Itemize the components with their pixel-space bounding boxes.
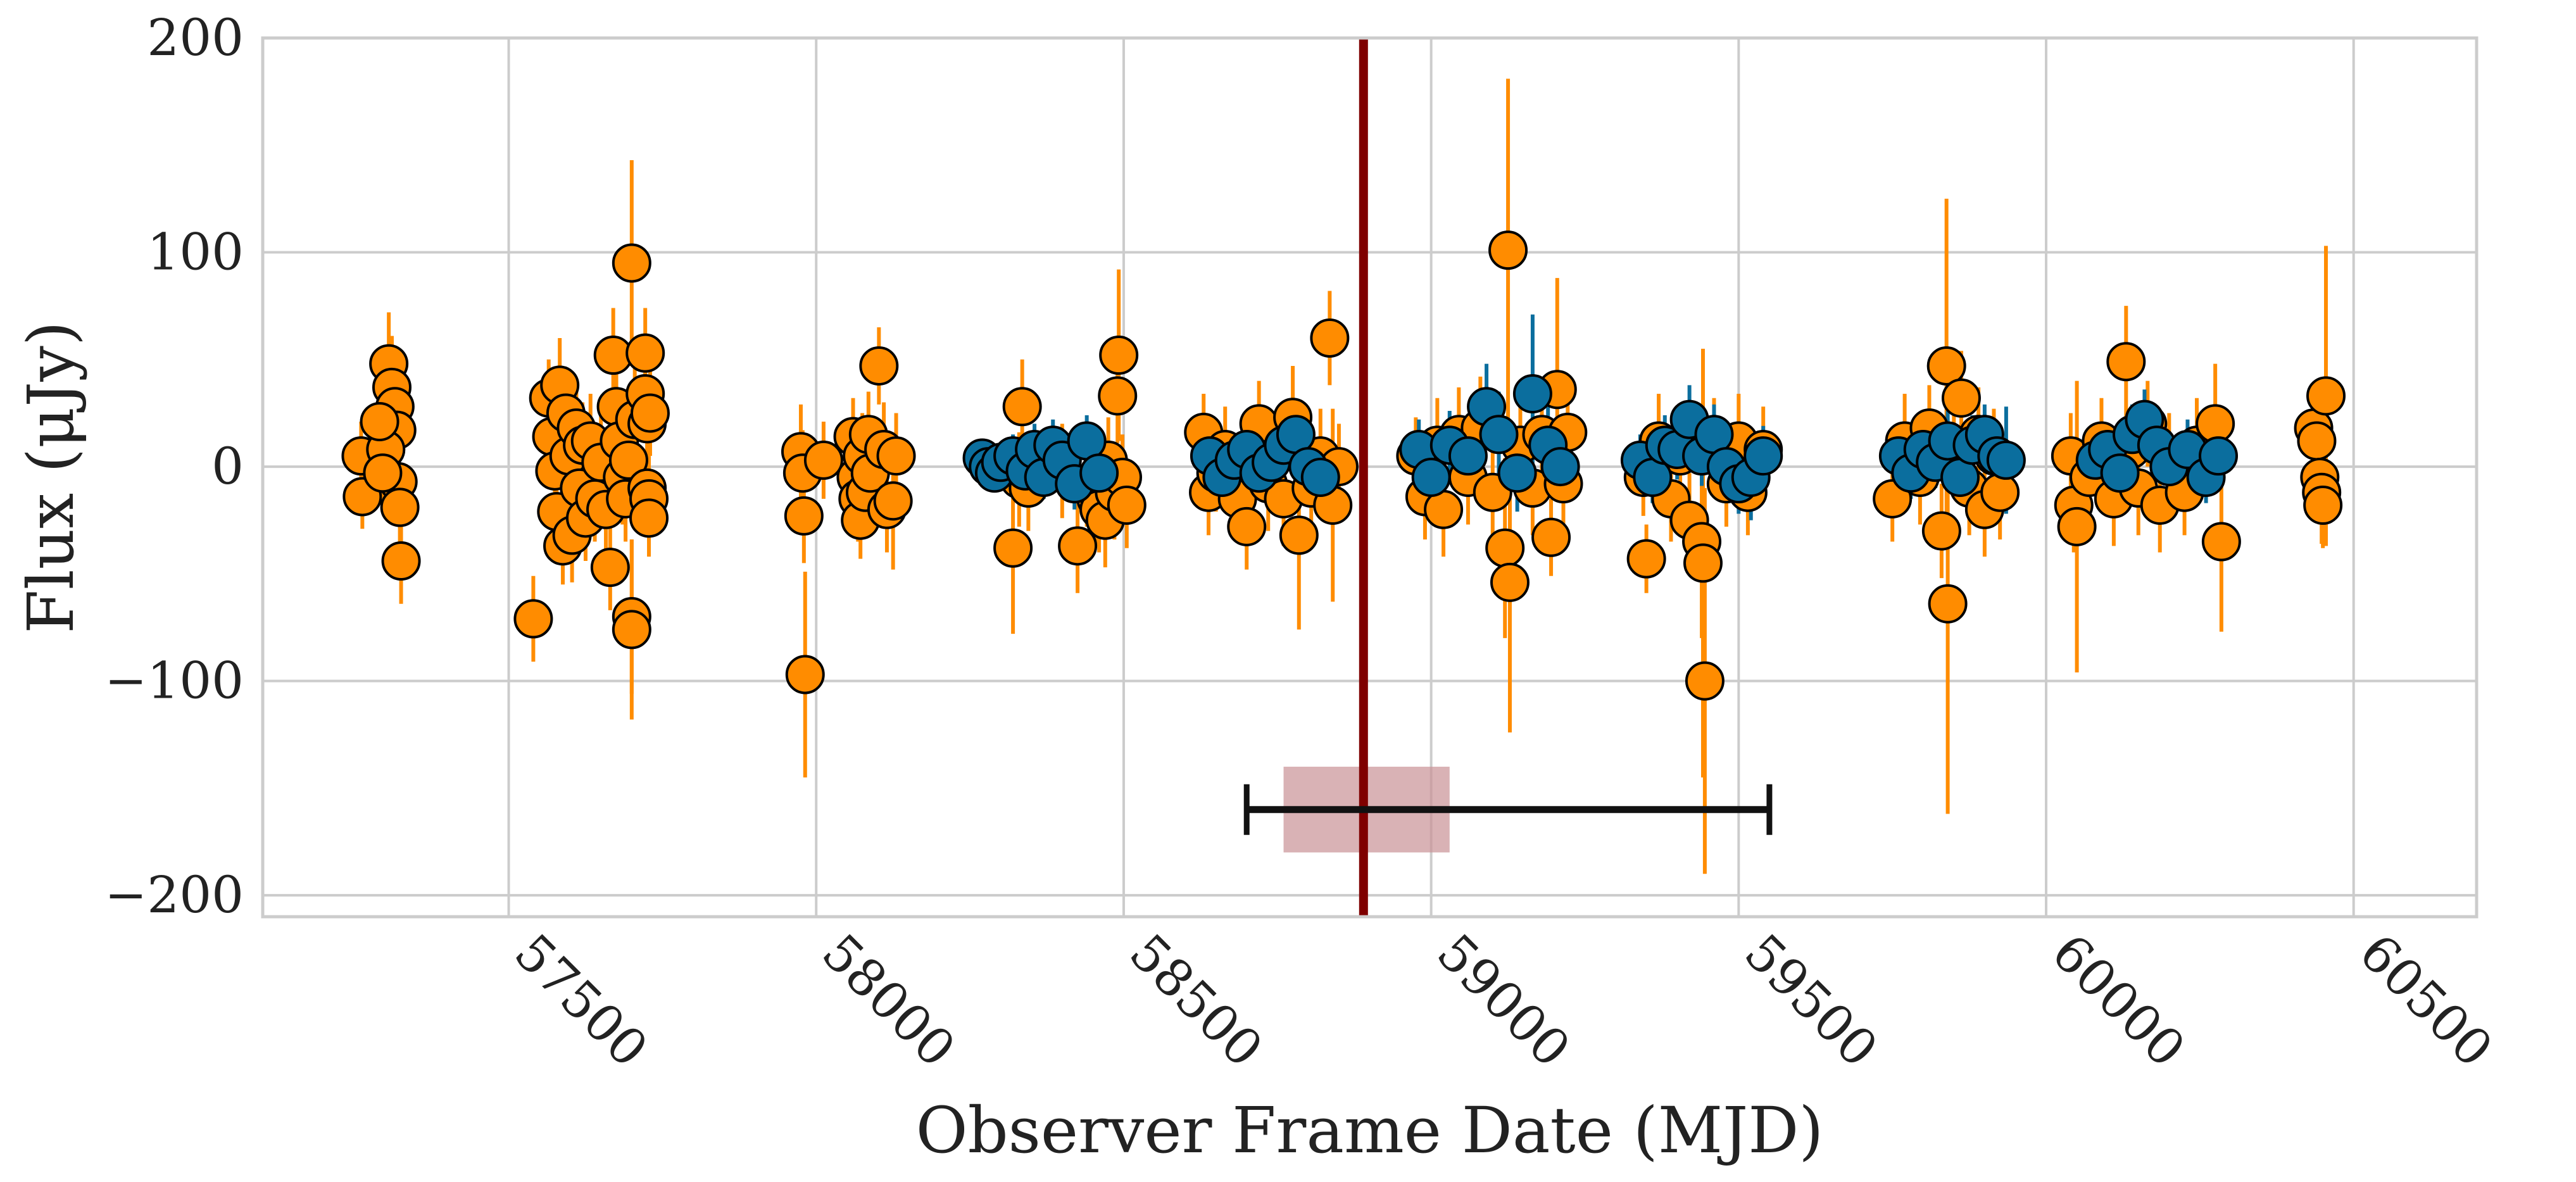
data-point — [608, 440, 648, 480]
data-point — [1490, 562, 1530, 602]
data-point — [630, 393, 670, 433]
y-tick-labels: −200 −100 0 100 200 — [104, 8, 244, 924]
data-point — [2100, 453, 2140, 493]
data-point — [1227, 506, 1267, 546]
data-point — [1986, 440, 2026, 480]
data-point — [612, 243, 651, 283]
data-point — [1540, 447, 1580, 487]
annotation-layer — [1243, 38, 1773, 917]
data-point — [363, 453, 403, 493]
plot-frame — [261, 36, 2479, 919]
data-point — [859, 346, 899, 386]
data-point — [1626, 539, 1666, 579]
y-tick-label: −200 — [104, 865, 244, 924]
data-point — [612, 610, 651, 650]
data-point — [1685, 661, 1725, 701]
data-point — [2297, 421, 2337, 461]
data-point-layer — [341, 230, 2346, 701]
data-point — [1488, 230, 1528, 270]
data-point — [1512, 374, 1552, 413]
y-tick-label: 100 — [147, 223, 244, 282]
data-point — [1531, 517, 1571, 557]
data-point — [2306, 376, 2346, 416]
data-point — [1411, 458, 1451, 497]
data-point — [993, 528, 1033, 568]
data-point — [513, 599, 553, 639]
x-axis-label: Observer Frame Date (MJD) — [916, 1093, 1824, 1167]
data-point — [380, 487, 420, 527]
data-point — [1098, 376, 1138, 416]
data-point — [1479, 415, 1519, 455]
data-point — [803, 440, 843, 480]
data-point — [876, 436, 916, 476]
data-point — [2201, 522, 2241, 562]
data-point — [784, 496, 824, 536]
data-point — [1683, 543, 1723, 583]
data-point — [873, 481, 913, 521]
y-tick-label: −100 — [104, 651, 244, 710]
data-point — [1279, 515, 1319, 555]
data-point — [1980, 472, 2020, 512]
data-point — [1926, 346, 1966, 386]
data-point — [1497, 453, 1537, 493]
y-axis-label: Flux (μJy) — [14, 321, 88, 634]
data-point — [1744, 436, 1783, 476]
data-point — [629, 498, 669, 538]
data-point — [785, 655, 825, 695]
data-point — [1079, 453, 1119, 493]
data-point — [1928, 584, 1968, 624]
data-point — [2199, 436, 2239, 476]
y-tick-label: 0 — [211, 437, 244, 496]
data-point — [2106, 342, 2146, 382]
data-point — [360, 401, 399, 441]
data-point — [1058, 526, 1098, 566]
data-point — [381, 541, 421, 581]
data-point — [1107, 486, 1147, 525]
data-point — [1448, 436, 1488, 476]
y-tick-label: 200 — [147, 8, 244, 67]
data-point — [1310, 318, 1350, 358]
data-point — [1485, 528, 1525, 568]
data-point — [2303, 486, 2343, 525]
data-point — [625, 333, 665, 373]
data-point — [2057, 506, 2097, 546]
data-point — [1921, 511, 1961, 551]
data-point — [1002, 387, 1042, 427]
data-point — [590, 548, 630, 588]
data-point — [1300, 458, 1340, 497]
data-point — [1941, 378, 1981, 418]
data-point — [1099, 336, 1139, 375]
